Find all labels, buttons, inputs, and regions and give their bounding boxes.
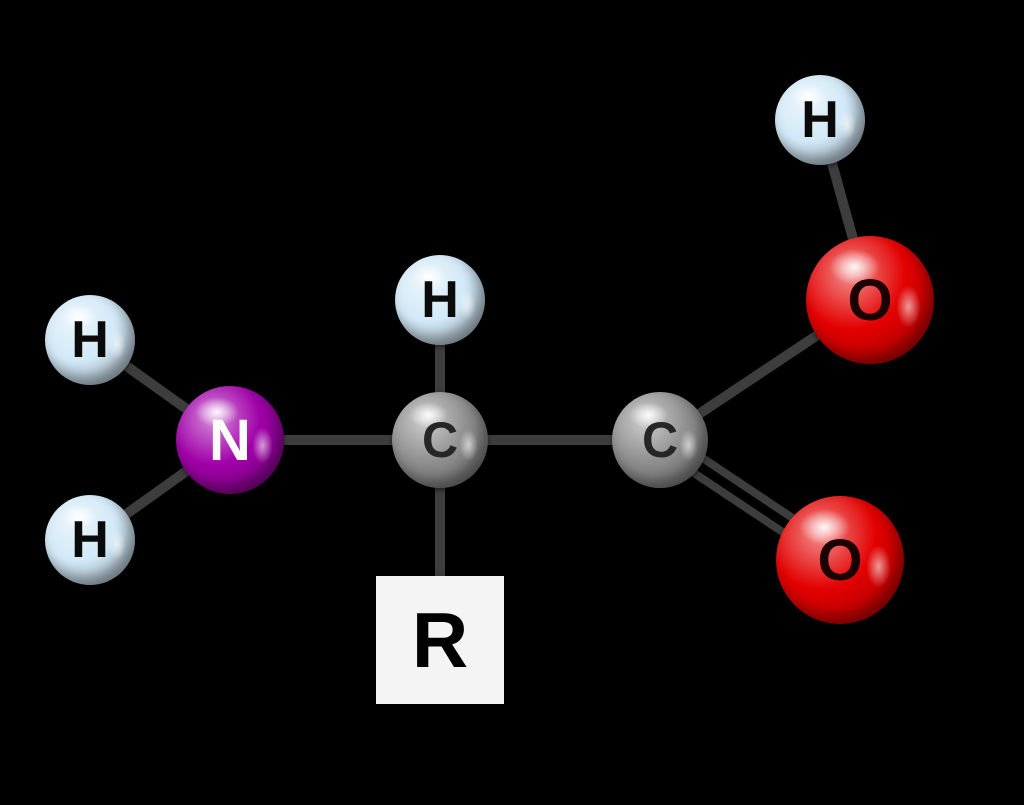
atom-H_bl: H xyxy=(45,495,135,585)
atom-label: H xyxy=(421,270,459,330)
atom-O_d: O xyxy=(776,496,904,624)
atom-N: N xyxy=(176,386,284,494)
atom-H_tl: H xyxy=(45,295,135,385)
atom-H_oh: H xyxy=(775,75,865,165)
atom-label: O xyxy=(817,527,862,594)
atom-H_ca: H xyxy=(395,255,485,345)
atom-C_a: C xyxy=(392,392,488,488)
atom-label: H xyxy=(801,90,839,150)
atom-label: C xyxy=(422,411,458,469)
atom-label: H xyxy=(71,510,109,570)
r-group: R xyxy=(376,576,504,704)
atom-label: C xyxy=(642,411,678,469)
atom-label: H xyxy=(71,310,109,370)
molecule-diagram: R N H H C H C O O H xyxy=(0,0,1024,805)
atom-C_b: C xyxy=(612,392,708,488)
atom-O_u: O xyxy=(806,236,934,364)
r-group-label: R xyxy=(412,595,468,686)
atom-label: N xyxy=(209,407,251,474)
atom-label: O xyxy=(847,267,892,334)
